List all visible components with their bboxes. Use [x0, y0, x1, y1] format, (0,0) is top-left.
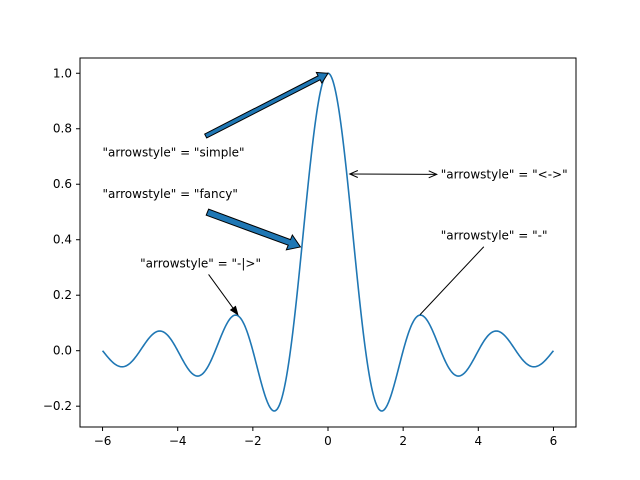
annotation-arrow — [208, 274, 239, 316]
annotation-arrow — [205, 208, 302, 251]
annotation-arrow — [204, 71, 329, 139]
y-tick-label: 0.2 — [53, 288, 72, 302]
y-tick-label: 0.6 — [53, 177, 72, 191]
annotation-label: "arrowstyle" = "simple" — [103, 145, 245, 159]
x-tick-label: 4 — [474, 434, 482, 448]
annotation-arrow — [348, 170, 438, 179]
x-tick-label: 2 — [399, 434, 407, 448]
y-tick-label: 1.0 — [53, 66, 72, 80]
x-tick-label: −2 — [244, 434, 262, 448]
annotation-label: "arrowstyle" = "<->" — [441, 168, 568, 182]
annotation-label: "arrowstyle" = "-" — [441, 229, 548, 243]
y-axis: −0.2 0.0 0.2 0.4 0.6 0.8 1.0 — [43, 66, 80, 413]
annotation-label: "arrowstyle" = "-|>" — [140, 256, 261, 270]
x-tick-label: 6 — [550, 434, 558, 448]
y-tick-label: 0.8 — [53, 122, 72, 136]
x-tick-label: 0 — [324, 434, 332, 448]
x-axis: −6 −4 −2 0 2 4 6 — [94, 427, 558, 448]
annotation-layer: "arrowstyle" = "simple" "arrowstyle" = "f… — [103, 71, 568, 316]
x-tick-label: −4 — [169, 434, 187, 448]
annotation-arrow — [419, 246, 485, 315]
y-tick-label: −0.2 — [43, 399, 72, 413]
annotation-label: "arrowstyle" = "fancy" — [103, 187, 238, 201]
y-tick-label: 0.4 — [53, 233, 72, 247]
x-tick-label: −6 — [94, 434, 112, 448]
y-tick-label: 0.0 — [53, 344, 72, 358]
